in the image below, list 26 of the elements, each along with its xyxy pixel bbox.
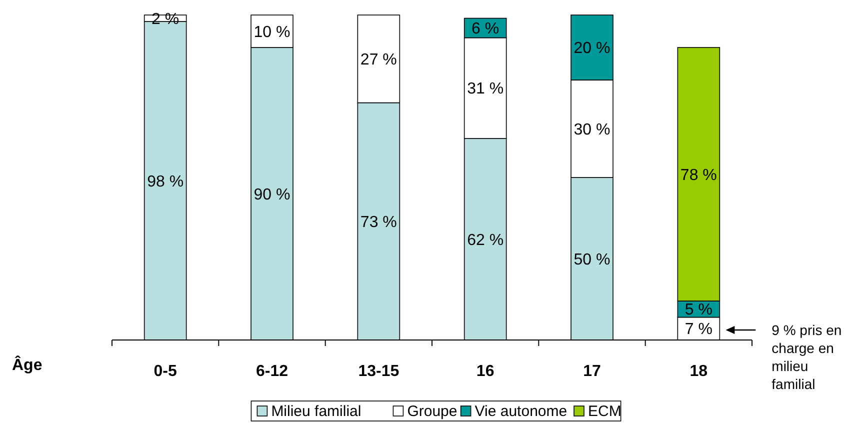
data-label: 73 % [360, 214, 397, 231]
data-label: 30 % [574, 121, 610, 138]
data-label: 98 % [147, 173, 184, 190]
data-label: 78 % [680, 166, 717, 184]
x-tick-label: 0-5 [154, 363, 177, 380]
data-label: 90 % [254, 186, 290, 204]
legend-label: Vie autonome [474, 403, 568, 420]
data-label: 31 % [467, 80, 504, 98]
text: 9 % pris en charge en milieu familial [772, 322, 842, 392]
data-label: 62 % [467, 232, 504, 249]
data-label: 27 % [360, 51, 397, 68]
x-axis-title: Âge [12, 355, 42, 374]
legend-label: ECM [588, 403, 622, 420]
data-label: 10 % [254, 24, 290, 41]
data-label: 5 % [684, 302, 712, 319]
x-tick-label: 17 [583, 363, 601, 380]
data-label: 6 % [472, 20, 500, 38]
legend-label: Milieu familial [271, 403, 362, 420]
data-label: 20 % [574, 40, 610, 58]
x-tick-label: 13-15 [358, 363, 400, 380]
x-tick-label: 16 [476, 363, 494, 380]
data-label: 7 % [684, 321, 712, 338]
x-tick-label: 6-12 [256, 363, 288, 380]
legend-label: Groupe [407, 403, 458, 420]
data-label: 50 % [574, 251, 610, 268]
x-tick-label: 18 [690, 363, 708, 380]
